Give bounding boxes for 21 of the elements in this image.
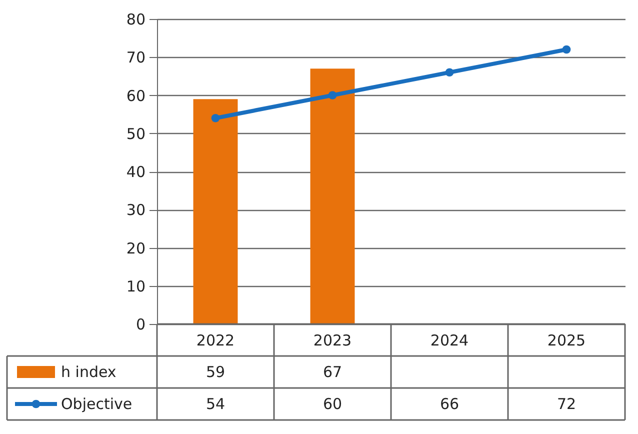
x-tick-label: 2022	[196, 332, 235, 350]
x-tick-label: 2024	[430, 332, 469, 350]
y-tick-label: 30	[126, 201, 146, 220]
y-tick-label: 80	[126, 10, 146, 28]
y-tick-label: 20	[126, 239, 146, 258]
x-tick-label: 2023	[313, 332, 352, 350]
data-label: 59	[206, 363, 226, 381]
legend-label: h index	[61, 363, 116, 381]
y-tick-label: 70	[126, 48, 146, 67]
legend-label: Objective	[61, 395, 132, 413]
data-label: 72	[556, 395, 576, 413]
y-tick-label: 10	[126, 277, 146, 296]
y-tick-label: 60	[126, 86, 146, 105]
data-label: 54	[206, 395, 226, 413]
y-tick-label: 50	[126, 124, 146, 143]
x-tick-label: 2025	[547, 332, 586, 350]
y-tick-label: 0	[136, 316, 146, 334]
data-label: 60	[322, 395, 342, 413]
y-tick-label: 40	[126, 163, 146, 181]
data-label: 66	[440, 395, 460, 413]
data-label: 67	[322, 363, 342, 381]
